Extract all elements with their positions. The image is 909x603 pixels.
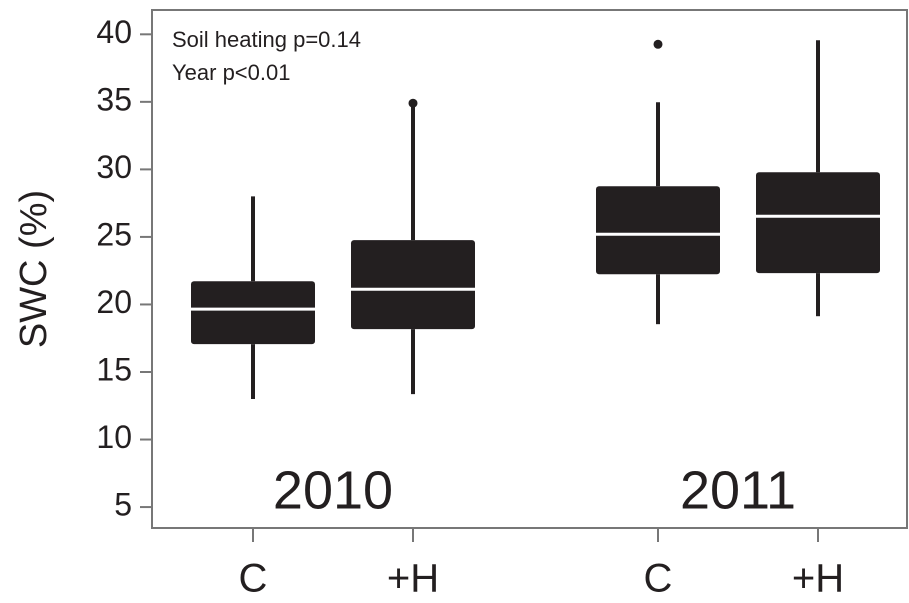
y-tick-label: 25 <box>96 216 132 252</box>
outlier <box>653 39 663 49</box>
box <box>596 186 720 275</box>
y-tick-label: 5 <box>114 487 132 523</box>
annotation: Soil heating p=0.14 <box>172 27 361 52</box>
y-tick-label: 40 <box>96 14 132 50</box>
y-tick-label: 30 <box>96 149 132 185</box>
box <box>351 240 475 330</box>
y-tick-label: 10 <box>96 419 132 455</box>
annotation: Year p<0.01 <box>172 60 290 85</box>
x-tick-label: C <box>239 557 268 601</box>
group-label: 2010 <box>273 460 393 520</box>
y-tick-label: 15 <box>96 351 132 387</box>
group-label: 2011 <box>680 460 796 520</box>
outlier <box>408 98 418 108</box>
y-axis-label: SWC (%) <box>13 190 55 348</box>
x-tick-label: +H <box>792 557 844 601</box>
x-tick-label: C <box>644 557 673 601</box>
plot-frame <box>151 9 908 529</box>
box <box>756 172 880 274</box>
x-tick-label: +H <box>387 557 439 601</box>
y-tick-label: 20 <box>96 284 132 320</box>
y-tick-label: 35 <box>96 81 132 117</box>
box <box>191 281 315 345</box>
